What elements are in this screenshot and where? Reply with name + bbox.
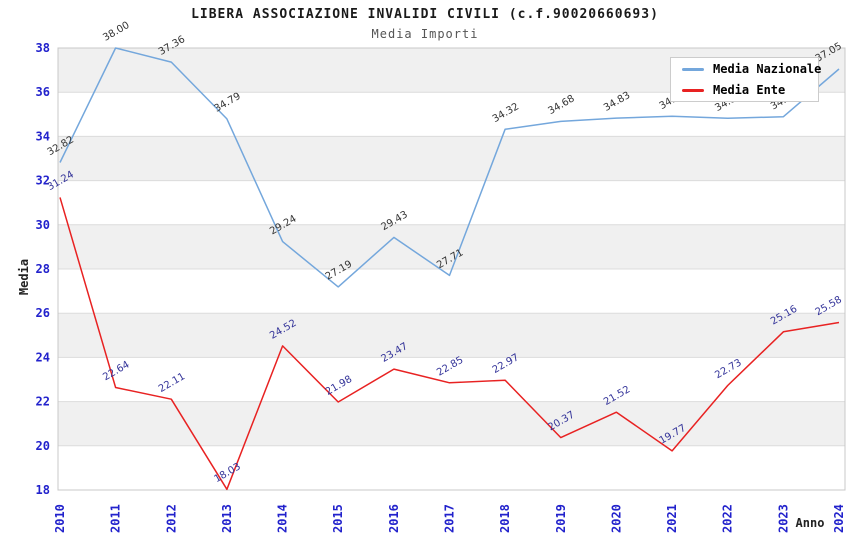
data-label: 34.68 [546,93,576,117]
legend-label-media-nazionale: Media Nazionale [713,62,822,76]
y-tick-label: 28 [36,262,50,276]
x-tick-label: 2024 [832,504,846,533]
data-label: 34.79 [213,91,243,115]
data-label: 22.64 [101,359,131,383]
x-tick-label: 2020 [609,504,623,533]
y-tick-label: 22 [36,395,50,409]
media-ente-line-swatch [682,88,704,92]
x-tick-label: 2014 [276,504,290,533]
y-tick-label: 34 [36,129,50,143]
series-line-media-ente [59,197,840,491]
x-tick-label: 2021 [665,504,679,533]
y-tick-label: 20 [36,439,50,453]
series-line-media-nazionale [59,47,840,288]
y-tick-label: 38 [36,41,50,55]
x-tick-label: 2018 [498,504,512,533]
x-tick-label: 2015 [331,504,345,533]
data-label: 22.85 [435,355,465,379]
x-tick-label: 2011 [109,504,123,533]
x-tick-label: 2017 [443,504,457,533]
x-tick-label: 2013 [220,504,234,533]
y-tick-label: 24 [36,350,50,364]
legend: Media Nazionale Media Ente [670,57,822,102]
y-axis-title: Media [17,259,31,295]
data-label: 34.83 [602,90,632,114]
data-label: 21.98 [324,374,354,398]
x-axis-title: Anno [796,516,825,530]
y-tick-label: 30 [36,218,50,232]
y-tick-label: 36 [36,85,50,99]
x-tick-label: 2010 [53,504,67,533]
data-label: 38.00 [101,20,131,44]
media-nazionale-line-swatch [682,67,704,71]
x-tick-label: 2012 [164,504,178,533]
x-tick-label: 2016 [387,504,401,533]
data-label: 34.32 [491,101,521,125]
grid-band [58,136,845,181]
grid-band [58,401,845,446]
y-tick-label: 26 [36,306,50,320]
chart-title: LIBERA ASSOCIAZIONE INVALIDI CIVILI (c.f… [191,7,659,22]
y-tick-label: 18 [36,483,50,497]
x-tick-label: 2022 [721,504,735,533]
x-tick-label: 2023 [776,504,790,533]
data-label: 22.11 [157,371,187,395]
legend-label-media-ente: Media Ente [713,83,786,97]
data-label: 18.03 [213,461,243,485]
grid-band [58,224,845,269]
plot-border [57,47,846,491]
legend-item-media-ente: Media Ente [671,80,818,100]
data-label: 22.73 [713,357,743,381]
chart-subtitle: Media Importi [371,27,479,41]
grid-band [58,313,845,358]
x-tick-label: 2019 [554,504,568,533]
y-tick-label: 32 [36,174,50,188]
legend-item-media-nazionale: Media Nazionale [671,59,822,79]
